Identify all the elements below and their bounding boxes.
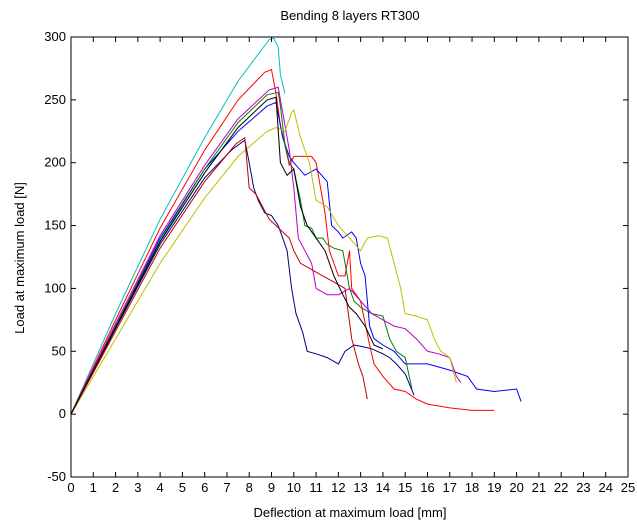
y-tick-label: 0 bbox=[59, 406, 66, 421]
y-tick-label: -50 bbox=[47, 469, 66, 484]
x-tick-label: 5 bbox=[179, 480, 186, 495]
x-tick-label: 11 bbox=[309, 480, 323, 495]
y-tick-label: 300 bbox=[44, 29, 66, 44]
chart-title: Bending 8 layers RT300 bbox=[280, 8, 419, 23]
series-layer bbox=[70, 37, 522, 415]
x-tick-label: 10 bbox=[287, 480, 301, 495]
x-tick-label: 7 bbox=[223, 480, 230, 495]
series-line-1 bbox=[70, 37, 286, 415]
x-tick-label: 9 bbox=[268, 480, 275, 495]
x-tick-label: 4 bbox=[157, 480, 164, 495]
x-tick-label: 22 bbox=[554, 480, 568, 495]
x-tick-label: 16 bbox=[420, 480, 434, 495]
x-tick-label: 8 bbox=[246, 480, 253, 495]
series-line-5 bbox=[70, 86, 462, 415]
x-tick-label: 25 bbox=[621, 480, 635, 495]
series-line-6 bbox=[70, 108, 457, 415]
x-tick-label: 13 bbox=[353, 480, 367, 495]
y-tick-label: 250 bbox=[44, 92, 66, 107]
x-axis-title: Deflection at maximum load [mm] bbox=[254, 505, 447, 520]
x-tick-label: 0 bbox=[67, 480, 74, 495]
series-line-8 bbox=[70, 136, 368, 415]
x-tick-label: 21 bbox=[532, 480, 546, 495]
series-line-2 bbox=[70, 69, 495, 415]
plot-frame bbox=[70, 36, 629, 478]
y-tick-label: 50 bbox=[52, 343, 66, 358]
series-line-9 bbox=[70, 96, 384, 415]
x-tick-label: 12 bbox=[331, 480, 345, 495]
series-line-4 bbox=[70, 91, 413, 415]
x-tick-label: 14 bbox=[376, 480, 390, 495]
x-tick-label: 2 bbox=[112, 480, 119, 495]
x-tick-label: 1 bbox=[90, 480, 97, 495]
y-tick-label: 100 bbox=[44, 280, 66, 295]
y-tick-label: 200 bbox=[44, 155, 66, 170]
series-line-7 bbox=[70, 139, 415, 415]
ticks-layer: 0 1 2 3 4 5 6 7 8 9 10 11 12 13 14 15 16 17 18 19 20 21 22 23 24… bbox=[44, 29, 635, 495]
x-tick-label: 20 bbox=[509, 480, 523, 495]
y-tick-label: 150 bbox=[44, 218, 66, 233]
y-axis-title: Load at maximum load [N] bbox=[12, 182, 27, 334]
x-tick-label: 3 bbox=[134, 480, 141, 495]
x-tick-label: 15 bbox=[398, 480, 412, 495]
x-tick-label: 23 bbox=[576, 480, 590, 495]
x-tick-label: 19 bbox=[487, 480, 501, 495]
x-tick-label: 18 bbox=[465, 480, 479, 495]
x-tick-label: 24 bbox=[598, 480, 612, 495]
x-tick-label: 17 bbox=[443, 480, 457, 495]
x-tick-label: 6 bbox=[201, 480, 208, 495]
